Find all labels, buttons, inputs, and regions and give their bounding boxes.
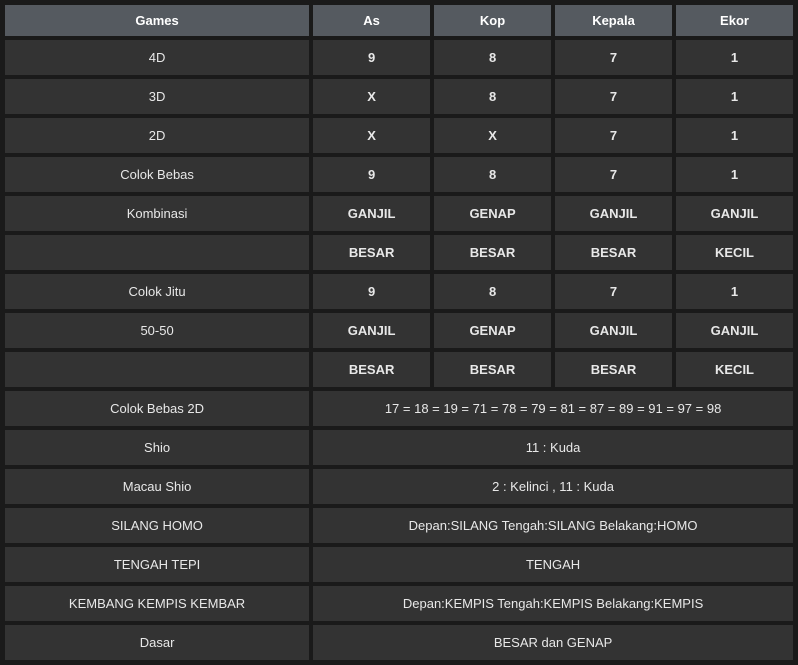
- row-label: 50-50: [4, 312, 310, 349]
- row-value: 7: [554, 273, 673, 310]
- row-value: 8: [433, 78, 552, 115]
- row-value: X: [312, 78, 431, 115]
- row-value: BESAR: [433, 351, 552, 388]
- table-row: Colok Bebas9871: [4, 156, 794, 193]
- row-value-full: BESAR dan GENAP: [312, 624, 794, 661]
- row-value-full: Depan:KEMPIS Tengah:KEMPIS Belakang:KEMP…: [312, 585, 794, 622]
- row-label: KEMBANG KEMPIS KEMBAR: [4, 585, 310, 622]
- row-value: 1: [675, 117, 794, 154]
- table-body: 4D98713DX8712DXX71Colok Bebas9871Kombina…: [4, 39, 794, 661]
- row-value-full: 17 = 18 = 19 = 71 = 78 = 79 = 81 = 87 = …: [312, 390, 794, 427]
- row-value: GENAP: [433, 195, 552, 232]
- table-row: 50-50GANJILGENAPGANJILGANJIL: [4, 312, 794, 349]
- row-value-full: Depan:SILANG Tengah:SILANG Belakang:HOMO: [312, 507, 794, 544]
- row-value: 9: [312, 39, 431, 76]
- results-table: Games As Kop Kepala Ekor 4D98713DX8712DX…: [2, 2, 796, 663]
- table-row: Colok Bebas 2D17 = 18 = 19 = 71 = 78 = 7…: [4, 390, 794, 427]
- row-value: BESAR: [312, 351, 431, 388]
- row-label: [4, 234, 310, 271]
- row-value: X: [312, 117, 431, 154]
- table-row: KEMBANG KEMPIS KEMBARDepan:KEMPIS Tengah…: [4, 585, 794, 622]
- row-value-full: 11 : Kuda: [312, 429, 794, 466]
- row-label: 4D: [4, 39, 310, 76]
- header-row: Games As Kop Kepala Ekor: [4, 4, 794, 37]
- row-value: BESAR: [554, 234, 673, 271]
- row-label: 3D: [4, 78, 310, 115]
- table-row: 2DXX71: [4, 117, 794, 154]
- row-value: 7: [554, 39, 673, 76]
- row-value: GANJIL: [312, 195, 431, 232]
- row-label: Dasar: [4, 624, 310, 661]
- row-value: GANJIL: [554, 195, 673, 232]
- row-label: Colok Bebas: [4, 156, 310, 193]
- table-row: Macau Shio2 : Kelinci , 11 : Kuda: [4, 468, 794, 505]
- row-value: BESAR: [554, 351, 673, 388]
- row-label: Kombinasi: [4, 195, 310, 232]
- row-value: GANJIL: [675, 312, 794, 349]
- header-kop: Kop: [433, 4, 552, 37]
- row-value: 9: [312, 273, 431, 310]
- row-value: 1: [675, 273, 794, 310]
- table-row: Colok Jitu9871: [4, 273, 794, 310]
- header-games: Games: [4, 4, 310, 37]
- row-label: 2D: [4, 117, 310, 154]
- row-label: SILANG HOMO: [4, 507, 310, 544]
- row-label: [4, 351, 310, 388]
- row-value-full: TENGAH: [312, 546, 794, 583]
- table-row: DasarBESAR dan GENAP: [4, 624, 794, 661]
- row-value: KECIL: [675, 351, 794, 388]
- row-value: 1: [675, 78, 794, 115]
- row-value: 1: [675, 39, 794, 76]
- table-row: 3DX871: [4, 78, 794, 115]
- row-value: KECIL: [675, 234, 794, 271]
- row-value: 7: [554, 117, 673, 154]
- row-value: X: [433, 117, 552, 154]
- row-value: GANJIL: [554, 312, 673, 349]
- row-value: BESAR: [312, 234, 431, 271]
- row-value: BESAR: [433, 234, 552, 271]
- row-label: Colok Jitu: [4, 273, 310, 310]
- table-row: SILANG HOMODepan:SILANG Tengah:SILANG Be…: [4, 507, 794, 544]
- row-value: 9: [312, 156, 431, 193]
- row-label: TENGAH TEPI: [4, 546, 310, 583]
- row-value: 8: [433, 156, 552, 193]
- row-value-full: 2 : Kelinci , 11 : Kuda: [312, 468, 794, 505]
- table-row: BESARBESARBESARKECIL: [4, 351, 794, 388]
- row-value: GENAP: [433, 312, 552, 349]
- table-row: BESARBESARBESARKECIL: [4, 234, 794, 271]
- row-value: GANJIL: [675, 195, 794, 232]
- row-label: Shio: [4, 429, 310, 466]
- row-value: 7: [554, 78, 673, 115]
- row-label: Macau Shio: [4, 468, 310, 505]
- row-value: 7: [554, 156, 673, 193]
- table-row: Shio11 : Kuda: [4, 429, 794, 466]
- row-value: GANJIL: [312, 312, 431, 349]
- table-row: KombinasiGANJILGENAPGANJILGANJIL: [4, 195, 794, 232]
- row-value: 1: [675, 156, 794, 193]
- row-value: 8: [433, 273, 552, 310]
- header-as: As: [312, 4, 431, 37]
- header-kepala: Kepala: [554, 4, 673, 37]
- table-row: 4D9871: [4, 39, 794, 76]
- table-row: TENGAH TEPITENGAH: [4, 546, 794, 583]
- row-value: 8: [433, 39, 552, 76]
- row-label: Colok Bebas 2D: [4, 390, 310, 427]
- header-ekor: Ekor: [675, 4, 794, 37]
